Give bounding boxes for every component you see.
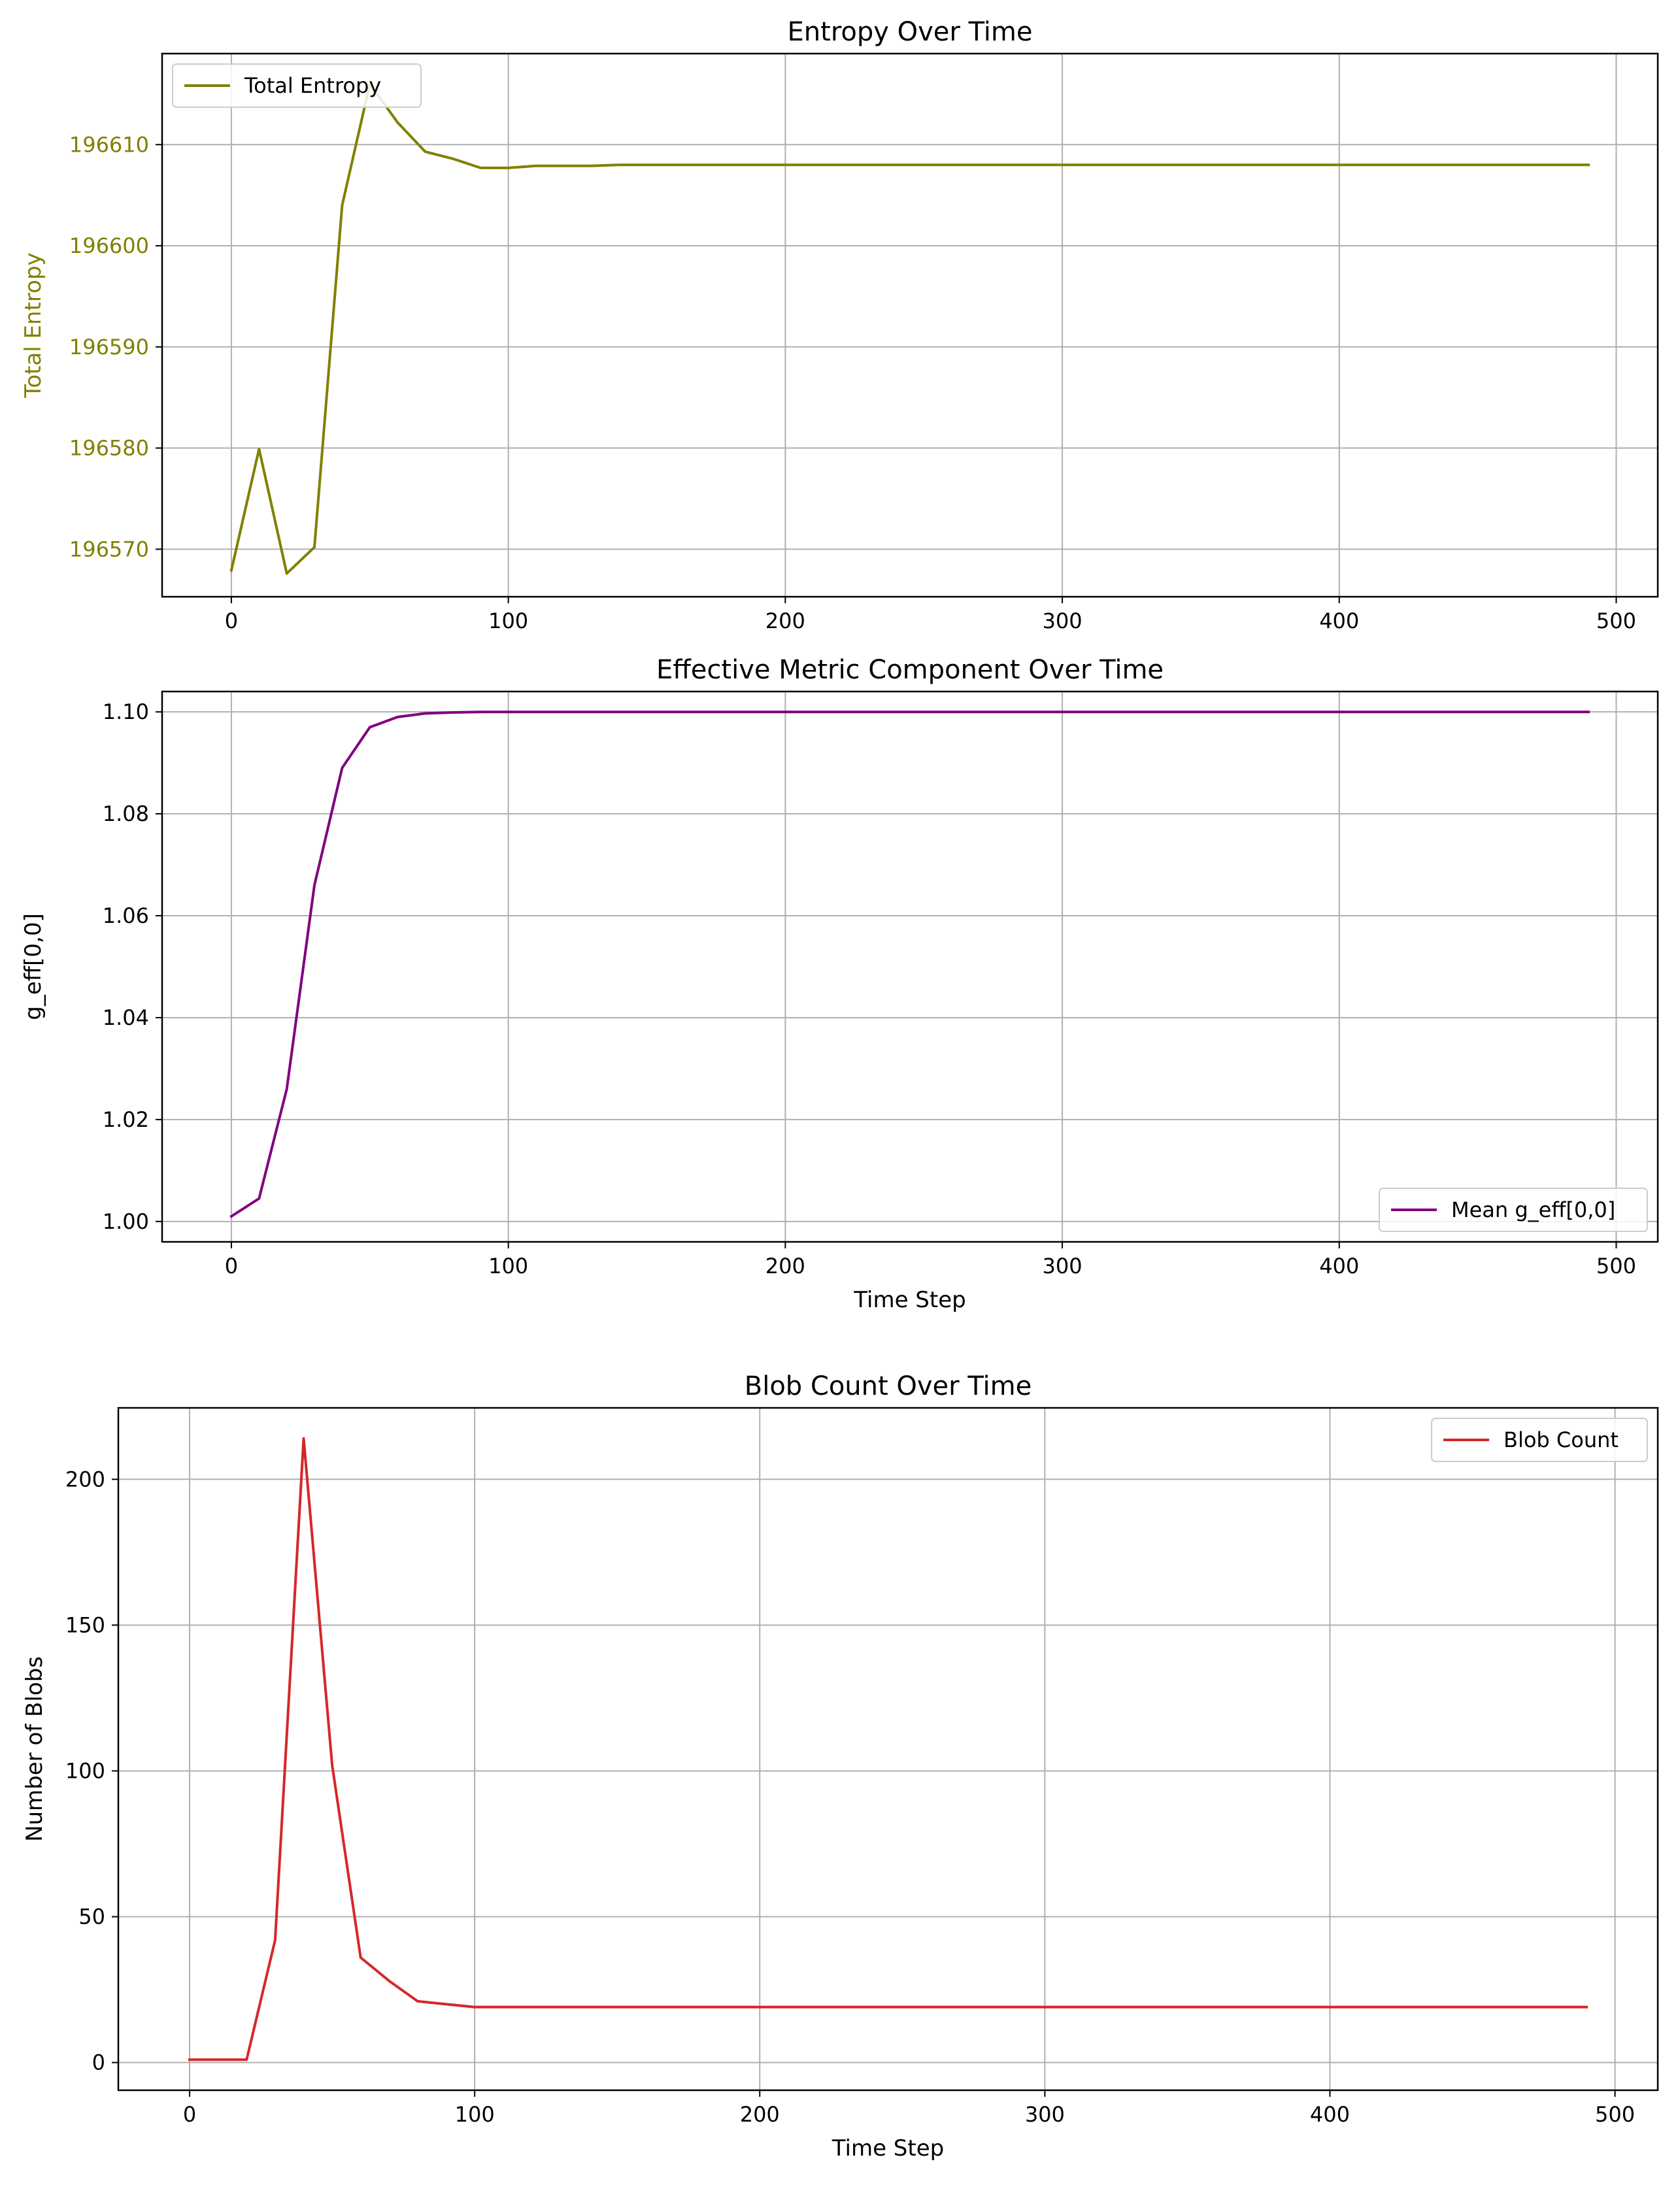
chart-2-y-axis-label: g_eff[0,0] [20,913,46,1020]
chart-2-title: Effective Metric Component Over Time [656,655,1164,685]
chart-3-x-tick-label: 400 [1310,2102,1350,2127]
chart-3-x-tick-label: 200 [740,2102,780,2127]
chart-1-y-axis-label: Total Entropy [20,252,46,398]
chart-1-x-tick-label: 0 [225,609,238,633]
chart-2-y-tick-label: 1.04 [103,1005,149,1030]
chart-3-title: Blob Count Over Time [745,1371,1032,1401]
chart-3-x-tick-label: 500 [1595,2102,1635,2127]
chart-1-y-tick-label: 196580 [69,436,149,461]
chart-2-y-tick-label: 1.06 [103,903,149,928]
chart-3-legend-label: Blob Count [1504,1427,1619,1452]
chart-1-axes-frame [161,52,1659,598]
chart-3-legend-box [1431,1418,1648,1462]
chart-2-y-tick-label: 1.02 [103,1107,149,1132]
chart-2-legend-label: Mean g_eff[0,0] [1451,1197,1615,1222]
chart-3-y-tick-label: 200 [65,1467,105,1492]
chart-2: 0 100 200 300 400 500 1.00 1.02 1.04 1.06 1.08 1.10… [20,655,1659,1313]
chart-2-x-tick-label: 400 [1319,1254,1359,1278]
chart-1-x-tick-label: 300 [1042,609,1082,633]
chart-3: 0 100 200 300 400 500 0 50 100 150 200 Blob Count O… [22,1371,1659,2161]
chart-3-x-tick-label: 100 [455,2102,495,2127]
chart-1-y-tick-label: 196590 [69,335,149,359]
chart-2-y-tick-label: 1.10 [103,699,149,724]
chart-2-x-tick-label: 100 [488,1254,528,1278]
chart-3-y-tick-label: 0 [92,2050,105,2075]
chart-2-x-tick-label: 300 [1042,1254,1082,1278]
chart-1-y-tick-label: 196610 [69,132,149,157]
chart-2-legend-box [1379,1188,1648,1232]
chart-1-x-tick-label: 400 [1319,609,1359,633]
chart-3-y-tick-label: 150 [65,1612,105,1637]
chart-2-x-tick-label: 0 [225,1254,238,1278]
chart-2-legend: Mean g_eff[0,0] [1379,1188,1648,1232]
chart-3-axes-frame [117,1407,1659,2092]
chart-1-legend-box [172,63,422,108]
chart-1-y-tick-label: 196600 [69,233,149,258]
chart-1-title: Entropy Over Time [788,17,1033,47]
chart-2-y-tick-label: 1.00 [103,1209,149,1234]
chart-1-series-line [229,82,1590,575]
chart-3-series-line [188,1437,1588,2061]
chart-2-x-tick-label: 500 [1596,1254,1636,1278]
chart-1: 0 100 200 300 400 500 196570 196580 196590 196600… [20,17,1659,633]
chart-3-legend: Blob Count [1431,1418,1648,1462]
chart-2-series-line [229,710,1590,1218]
chart-3-y-tick-label: 50 [78,1905,105,1929]
chart-3-y-tick-label: 100 [65,1758,105,1783]
chart-2-x-axis-label: Time Step [853,1287,966,1313]
chart-3-x-axis-label: Time Step [832,2135,944,2161]
chart-3-x-tick-label: 0 [183,2102,196,2127]
chart-2-y-tick-label: 1.08 [103,801,149,826]
chart-3-x-tick-label: 300 [1025,2102,1065,2127]
chart-2-x-tick-label: 200 [765,1254,805,1278]
chart-3-y-axis-label: Number of Blobs [22,1656,48,1842]
chart-1-legend-label: Total Entropy [244,73,381,98]
chart-1-y-tick-label: 196570 [69,537,149,561]
chart-1-legend: Total Entropy [172,63,422,108]
chart-1-x-tick-label: 200 [765,609,805,633]
chart-1-x-tick-label: 100 [488,609,528,633]
chart-2-axes-frame [161,690,1659,1243]
chart-1-x-tick-label: 500 [1596,609,1636,633]
